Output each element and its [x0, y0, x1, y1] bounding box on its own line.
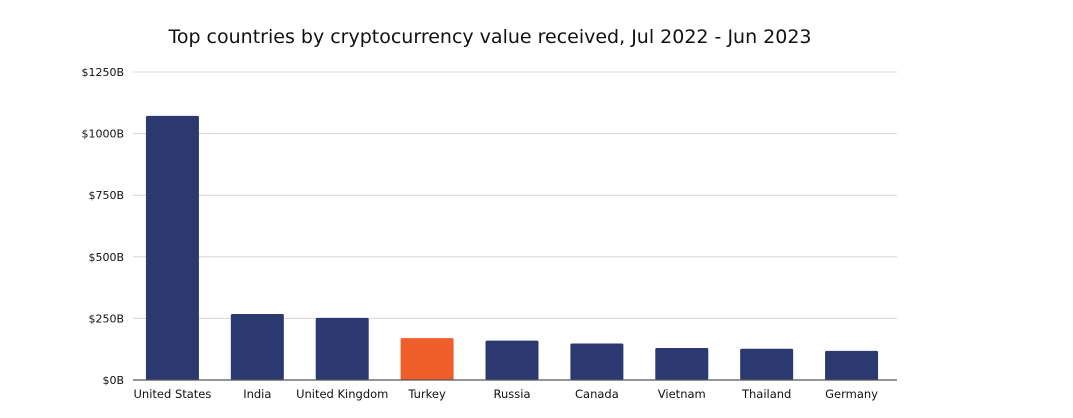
x-tick-label: India [243, 387, 271, 401]
chart-title: Top countries by cryptocurrency value re… [168, 26, 812, 48]
y-tick-label: $500B [88, 251, 124, 264]
y-tick-label: $0B [102, 374, 124, 387]
x-tick-label: Russia [494, 387, 531, 401]
bar-germany [825, 350, 879, 380]
bar-canada [570, 343, 624, 380]
y-tick-label: $1250B [81, 66, 124, 79]
x-tick-label: Turkey [407, 387, 446, 401]
x-tick-label: United States [134, 387, 212, 401]
x-tick-label: Thailand [741, 387, 791, 401]
bar-turkey [400, 338, 454, 380]
x-tick-label: Vietnam [658, 387, 706, 401]
bar-united-states [145, 115, 199, 381]
x-tick-label: Canada [575, 387, 619, 401]
y-tick-label: $750B [88, 189, 124, 202]
bar-vietnam [655, 347, 709, 380]
y-tick-label: $1000B [81, 128, 124, 141]
bar-thailand [740, 348, 794, 380]
bar-india [230, 313, 284, 380]
x-tick-label: Germany [825, 387, 878, 401]
x-tick-label: United Kingdom [296, 387, 388, 401]
y-tick-label: $250B [88, 312, 124, 325]
bar-russia [485, 340, 539, 380]
bar-united-kingdom [315, 317, 369, 380]
